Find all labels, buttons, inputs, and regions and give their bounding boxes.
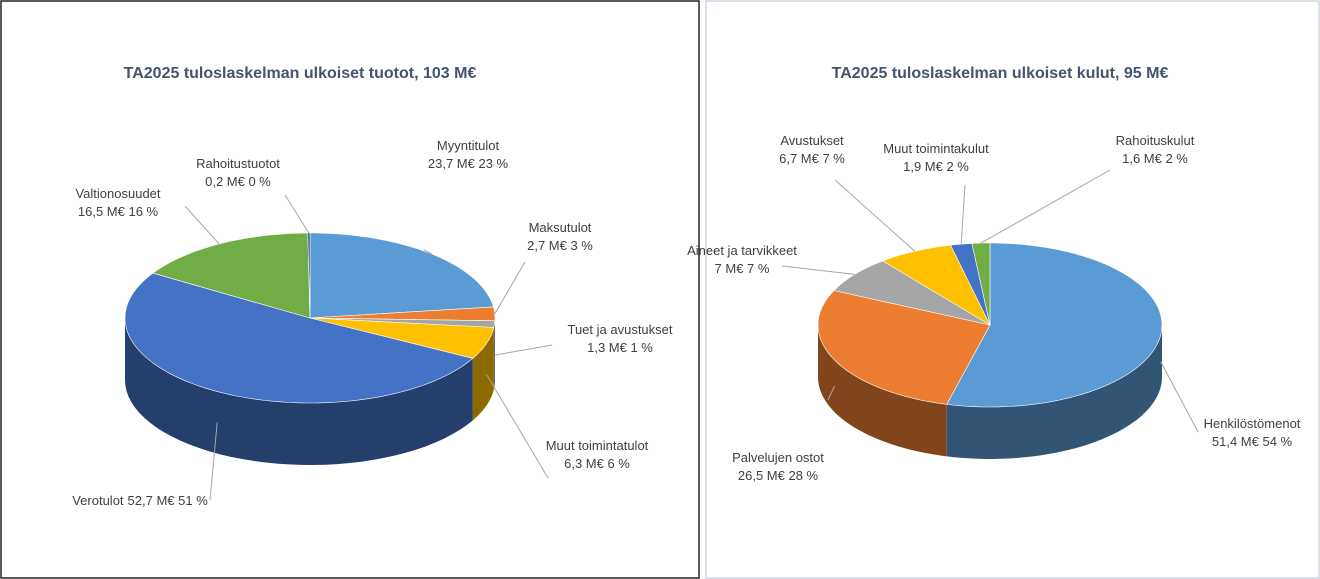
label-value: 23,7 M€ 23 %: [428, 156, 509, 171]
label-value: 1,6 M€ 2 %: [1122, 151, 1188, 166]
label-value: 26,5 M€ 28 %: [738, 468, 819, 483]
label-category: Maksutulot: [529, 220, 592, 235]
label-value: 1,9 M€ 2 %: [903, 159, 969, 174]
label-category: Muut toimintakulut: [883, 141, 989, 156]
slice-side: [125, 318, 473, 465]
label-value: 6,7 M€ 7 %: [779, 151, 845, 166]
leader-line: [209, 422, 218, 501]
data-label: Rahoituskulut 1,6 M€ 2 %: [1116, 133, 1195, 166]
leader-line: [423, 249, 433, 255]
slice: [309, 232, 494, 319]
data-label: Valtionosuudet 16,5 M€ 16 %: [75, 186, 160, 219]
label-category: Muut toimintatulot: [546, 438, 649, 453]
leader-line: [960, 184, 966, 245]
leader-line: [834, 179, 916, 252]
label-category: Valtionosuudet: [75, 186, 160, 201]
slice-side: [472, 327, 494, 421]
leader-line: [494, 344, 553, 356]
label-value: 0,2 M€ 0 %: [205, 174, 271, 189]
data-label: Verotulot 52,7 M€ 51 %: [72, 493, 208, 508]
data-label: Rahoitustuotot 0,2 M€ 0 %: [196, 156, 280, 189]
leader-line: [980, 169, 1111, 244]
leader-line: [827, 385, 835, 401]
label-value: 16,5 M€ 16 %: [78, 204, 159, 219]
leader-line: [284, 194, 310, 234]
label-value: 51,4 M€ 54 %: [1212, 434, 1293, 449]
data-label: Palvelujen ostot 26,5 M€ 28 %: [732, 450, 824, 483]
label-category: Myyntitulot: [437, 138, 500, 153]
slice-side: [946, 325, 1162, 459]
leader-line: [184, 205, 220, 245]
data-label: Muut toimintakulut 1,9 M€ 2 %: [883, 141, 989, 174]
slice: [307, 232, 311, 319]
label-category: Verotulot: [72, 493, 124, 508]
slice: [124, 272, 474, 404]
label-category: Tuet ja avustukset: [567, 322, 672, 337]
slice: [946, 242, 1163, 408]
data-label: Myyntitulot 23,7 M€ 23 %: [428, 138, 509, 171]
slice: [882, 244, 991, 326]
data-label: Henkilöstömenot 51,4 M€ 54 %: [1204, 416, 1301, 449]
label-category: Henkilöstömenot: [1204, 416, 1301, 431]
slice-side: [493, 320, 495, 390]
leader-line: [1160, 361, 1199, 433]
data-label: Aineet ja tarvikkeet 7 M€ 7 %: [687, 243, 797, 276]
slice: [309, 317, 495, 359]
label-value: 7 M€ 7 %: [715, 261, 770, 276]
label-category: Rahoituskulut: [1116, 133, 1195, 148]
label-value: 6,3 M€ 6 %: [564, 456, 630, 471]
data-label: Avustukset 6,7 M€ 7 %: [779, 133, 845, 166]
label-category: Palvelujen ostot: [732, 450, 824, 465]
leader-line: [494, 261, 526, 315]
label-value: 52,7 M€ 51 %: [128, 493, 209, 508]
data-label: Maksutulot 2,7 M€ 3 %: [527, 220, 593, 253]
slice: [309, 306, 496, 322]
slice-side: [818, 325, 947, 457]
data-label: Tuet ja avustukset 1,3 M€ 1 %: [567, 322, 672, 355]
label-category: Rahoitustuotot: [196, 156, 280, 171]
leader-line: [486, 374, 549, 479]
chart-title: TA2025 tuloslaskelman ulkoiset kulut, 95…: [832, 65, 1169, 82]
chart-title: TA2025 tuloslaskelman ulkoiset tuotot, 1…: [124, 65, 477, 82]
label-value: 1,3 M€ 1 %: [587, 340, 653, 355]
label-value: 2,7 M€ 3 %: [527, 238, 593, 253]
slice: [971, 242, 991, 326]
slice: [817, 290, 991, 405]
label-category: Avustukset: [780, 133, 844, 148]
data-label: Muut toimintatulot 6,3 M€ 6 %: [546, 438, 649, 471]
label-category: Aineet ja tarvikkeet: [687, 243, 797, 258]
leader-line: [781, 265, 855, 275]
